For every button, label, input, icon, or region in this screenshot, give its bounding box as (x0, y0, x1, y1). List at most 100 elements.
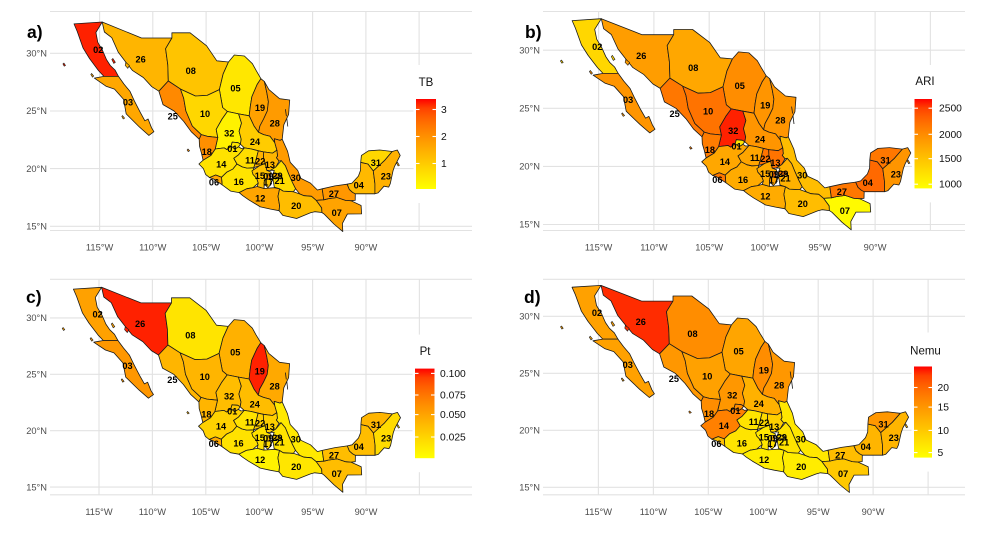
svg-text:110°W: 110°W (139, 507, 167, 517)
svg-text:25°N: 25°N (26, 106, 47, 116)
svg-text:31: 31 (878, 420, 888, 430)
svg-text:27: 27 (837, 187, 847, 197)
svg-text:19: 19 (760, 100, 770, 110)
svg-text:28: 28 (269, 381, 279, 391)
svg-text:100°W: 100°W (749, 507, 777, 517)
svg-text:22: 22 (759, 418, 769, 428)
svg-text:31: 31 (880, 156, 890, 166)
svg-text:08: 08 (688, 63, 698, 73)
svg-text:13: 13 (265, 160, 275, 170)
svg-text:01: 01 (227, 144, 237, 154)
svg-text:14: 14 (720, 157, 731, 167)
svg-text:29: 29 (777, 433, 787, 443)
svg-text:16: 16 (233, 439, 243, 449)
svg-text:25: 25 (167, 375, 177, 385)
svg-text:11: 11 (245, 418, 255, 428)
svg-text:23: 23 (891, 169, 901, 179)
svg-text:02: 02 (592, 308, 602, 318)
svg-text:07: 07 (332, 469, 342, 479)
svg-text:90°W: 90°W (864, 243, 887, 253)
svg-text:12: 12 (760, 192, 770, 202)
svg-text:22: 22 (255, 419, 265, 429)
svg-text:02: 02 (92, 310, 102, 320)
svg-text:2: 2 (441, 132, 447, 143)
svg-text:03: 03 (623, 360, 633, 370)
svg-text:05: 05 (733, 346, 743, 356)
svg-text:100°W: 100°W (245, 507, 273, 517)
svg-text:08: 08 (185, 330, 195, 340)
svg-text:95°W: 95°W (301, 507, 324, 517)
svg-text:26: 26 (636, 51, 646, 61)
svg-text:07: 07 (332, 208, 342, 218)
svg-text:29: 29 (272, 433, 282, 443)
svg-text:15: 15 (760, 169, 770, 179)
svg-text:29: 29 (272, 171, 282, 181)
svg-text:03: 03 (122, 361, 132, 371)
svg-text:30°N: 30°N (519, 312, 540, 322)
svg-text:95°W: 95°W (301, 243, 324, 253)
svg-text:115°W: 115°W (585, 243, 613, 253)
svg-text:16: 16 (738, 175, 748, 185)
svg-text:115°W: 115°W (585, 507, 613, 517)
svg-text:28: 28 (270, 118, 280, 128)
svg-text:20: 20 (291, 462, 301, 472)
svg-text:30: 30 (797, 171, 807, 181)
svg-text:07: 07 (838, 469, 848, 479)
svg-text:04: 04 (354, 442, 365, 452)
svg-text:06: 06 (712, 175, 722, 185)
svg-text:21: 21 (780, 174, 790, 184)
svg-text:21: 21 (274, 176, 284, 186)
svg-text:1: 1 (441, 159, 447, 170)
svg-text:11: 11 (749, 417, 759, 427)
svg-text:105°W: 105°W (192, 243, 220, 253)
svg-text:07: 07 (840, 206, 850, 216)
svg-text:21: 21 (779, 437, 789, 447)
svg-text:20°N: 20°N (26, 164, 47, 174)
svg-text:15°N: 15°N (26, 222, 47, 232)
svg-text:22: 22 (760, 154, 770, 164)
svg-text:27: 27 (329, 451, 339, 461)
svg-text:10: 10 (703, 106, 713, 116)
svg-text:32: 32 (727, 391, 737, 401)
svg-text:15°N: 15°N (519, 483, 540, 493)
svg-text:03: 03 (623, 95, 633, 105)
svg-text:12: 12 (255, 194, 265, 204)
svg-text:09: 09 (767, 433, 777, 443)
svg-text:04: 04 (354, 180, 365, 190)
svg-text:105°W: 105°W (694, 507, 722, 517)
svg-text:10: 10 (200, 109, 210, 119)
svg-text:14: 14 (719, 421, 730, 431)
svg-text:32: 32 (728, 126, 738, 136)
svg-text:105°W: 105°W (695, 243, 723, 253)
svg-text:17: 17 (769, 175, 779, 185)
svg-text:30: 30 (291, 173, 301, 183)
svg-text:32: 32 (224, 129, 234, 139)
svg-text:17: 17 (263, 178, 273, 188)
svg-text:18: 18 (704, 409, 714, 419)
svg-text:15°N: 15°N (519, 220, 540, 230)
svg-text:26: 26 (636, 317, 646, 327)
svg-text:25: 25 (669, 374, 679, 384)
svg-text:23: 23 (381, 172, 391, 182)
svg-text:02: 02 (592, 42, 602, 52)
svg-text:115°W: 115°W (86, 243, 114, 253)
svg-text:21: 21 (274, 438, 284, 448)
svg-text:13: 13 (265, 422, 275, 432)
svg-text:110°W: 110°W (640, 243, 668, 253)
svg-text:20°N: 20°N (26, 426, 47, 436)
svg-text:31: 31 (371, 158, 381, 168)
svg-text:20°N: 20°N (519, 162, 540, 172)
svg-text:110°W: 110°W (139, 243, 167, 253)
svg-text:110°W: 110°W (640, 507, 668, 517)
svg-text:20°N: 20°N (519, 426, 540, 436)
svg-text:15: 15 (938, 403, 950, 414)
svg-text:ARI: ARI (915, 76, 934, 88)
svg-text:0.025: 0.025 (440, 433, 466, 444)
svg-text:25°N: 25°N (519, 369, 540, 379)
svg-text:30: 30 (796, 434, 806, 444)
svg-text:03: 03 (123, 98, 133, 108)
svg-text:3: 3 (441, 105, 447, 116)
svg-text:1500: 1500 (939, 154, 962, 165)
svg-text:24: 24 (250, 137, 261, 147)
svg-text:15: 15 (255, 433, 265, 443)
